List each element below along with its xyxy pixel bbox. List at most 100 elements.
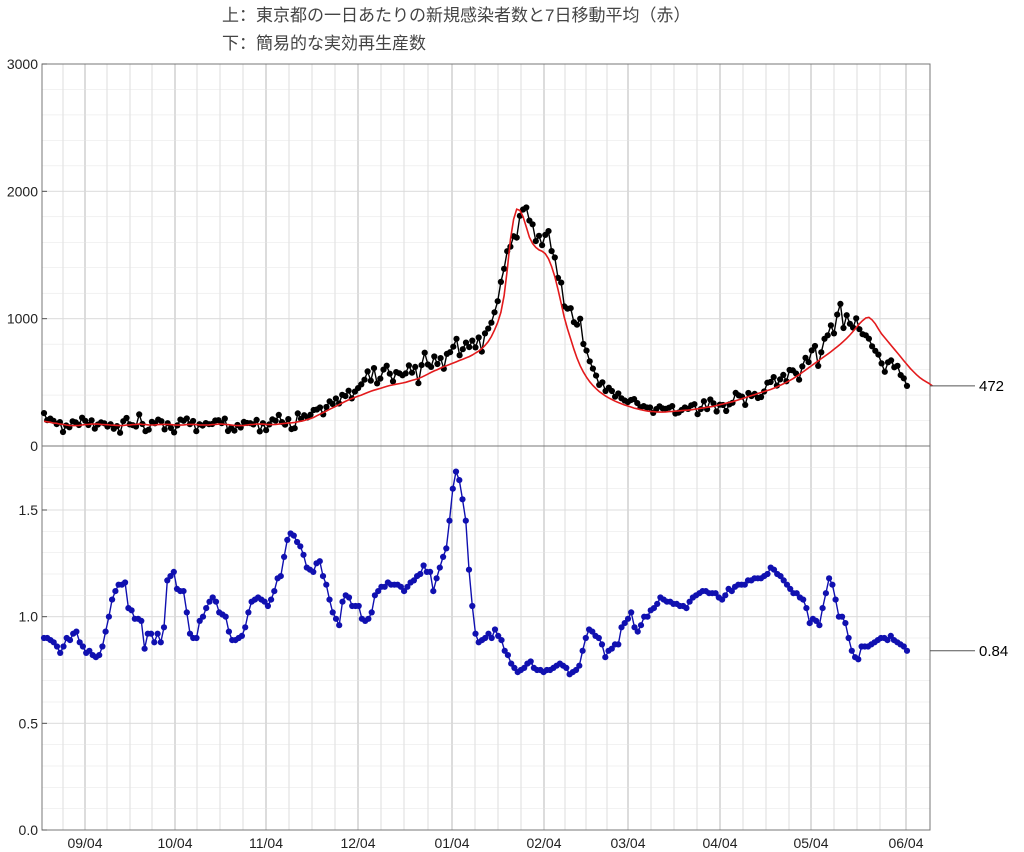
data-point-reproduction <box>644 613 651 620</box>
data-point-reproduction <box>777 573 784 580</box>
series-moving_average <box>43 208 933 427</box>
data-point-cases <box>539 242 546 249</box>
data-point-cases <box>713 408 720 415</box>
data-point-reproduction <box>770 566 778 573</box>
data-point-reproduction <box>345 594 353 601</box>
bottom-panel: 0.0 0.5 1.0 1.5 09/04 10/04 11/04 12/04 01/04 02/… <box>19 445 1008 851</box>
data-point-cases <box>459 346 466 353</box>
data-point-reproduction <box>855 656 862 663</box>
data-point-cases <box>742 401 749 408</box>
data-point-reproduction <box>148 630 155 637</box>
data-point-reproduction <box>822 590 830 597</box>
data-point-reproduction <box>511 664 518 672</box>
data-point-reproduction <box>128 607 135 614</box>
data-point-reproduction <box>803 605 810 612</box>
data-point-cases <box>453 335 460 342</box>
data-point-reproduction <box>297 543 304 550</box>
data-point-reproduction <box>608 645 615 652</box>
data-point-cases <box>837 300 844 307</box>
data-point-reproduction <box>212 598 220 605</box>
data-point-cases <box>608 387 616 395</box>
data-point-cases <box>40 410 48 417</box>
y-tick-label: 1000 <box>7 311 38 327</box>
data-point-cases <box>437 355 444 362</box>
data-point-cases <box>59 428 67 436</box>
data-point-cases <box>190 417 197 425</box>
data-point-cases <box>573 321 581 328</box>
data-point-reproduction <box>420 562 427 569</box>
data-point-reproduction <box>686 598 693 605</box>
data-point-reproduction <box>410 577 417 584</box>
data-point-cases <box>501 265 508 272</box>
data-point-cases <box>903 382 911 389</box>
data-point-reproduction <box>112 588 119 595</box>
data-point-reproduction <box>284 536 291 544</box>
data-point-reproduction <box>57 649 64 657</box>
data-point-reproduction <box>433 575 440 582</box>
data-point-cases <box>815 362 822 369</box>
data-point-cases <box>580 340 587 348</box>
data-point-cases <box>361 376 368 383</box>
data-point-reproduction <box>654 600 661 608</box>
data-point-reproduction <box>109 596 116 603</box>
data-point-reproduction <box>842 620 849 627</box>
data-point-cases <box>853 315 860 322</box>
data-point-reproduction <box>105 613 112 620</box>
data-point-cases <box>532 238 539 245</box>
data-point-cases <box>567 305 574 312</box>
data-point-reproduction <box>628 609 635 616</box>
data-point-reproduction <box>122 579 129 586</box>
data-point-reproduction <box>53 643 61 650</box>
data-point-reproduction <box>245 609 252 616</box>
data-point-reproduction <box>887 632 894 640</box>
data-point-reproduction <box>326 596 333 603</box>
x-tick-label: 05/04 <box>793 835 828 851</box>
data-point-cases <box>700 398 708 405</box>
data-point-cases <box>535 232 543 239</box>
data-point-cases <box>900 375 907 382</box>
data-point-reproduction <box>589 628 596 635</box>
data-point-reproduction <box>504 652 511 659</box>
data-point-reproduction <box>787 585 794 593</box>
data-point-reproduction <box>498 637 505 644</box>
x-tick-label: 03/04 <box>610 835 645 851</box>
data-point-reproduction <box>300 551 307 558</box>
data-point-reproduction <box>582 634 589 642</box>
data-point-reproduction <box>96 652 103 659</box>
data-point-cases <box>431 353 438 360</box>
data-point-reproduction <box>271 588 278 595</box>
data-point-reproduction <box>339 598 346 605</box>
data-point-reproduction <box>167 573 174 580</box>
data-point-reproduction <box>816 622 823 629</box>
data-point-reproduction <box>485 630 492 637</box>
data-point-reproduction <box>443 545 450 552</box>
data-point-reproduction <box>501 647 508 654</box>
data-point-reproduction <box>290 532 297 539</box>
data-point-reproduction <box>469 602 476 610</box>
data-point-cases <box>434 360 441 368</box>
data-point-reproduction <box>495 632 502 640</box>
data-point-reproduction <box>102 628 109 635</box>
data-point-reproduction <box>615 641 622 648</box>
data-point-cases <box>805 359 812 366</box>
data-point-reproduction <box>618 624 625 631</box>
data-point-reproduction <box>456 477 463 484</box>
data-point-reproduction <box>261 598 268 605</box>
data-point-cases <box>869 343 876 350</box>
data-point-reproduction <box>375 588 382 595</box>
data-point-cases <box>513 234 520 241</box>
y-tick-label: 2000 <box>7 183 38 199</box>
data-point-cases <box>253 416 260 423</box>
data-point-reproduction <box>527 658 534 665</box>
end-label: 0.84 <box>979 643 1008 660</box>
data-point-reproduction <box>624 615 632 622</box>
data-point-reproduction <box>579 647 586 654</box>
data-point-cases <box>316 404 324 411</box>
data-point-cases <box>856 326 863 333</box>
data-point-cases <box>117 429 124 436</box>
data-point-cases <box>345 387 352 394</box>
data-point-cases <box>329 401 336 408</box>
data-point-cases <box>830 330 838 337</box>
data-point-reproduction <box>631 624 638 631</box>
data-point-cases <box>307 411 314 418</box>
